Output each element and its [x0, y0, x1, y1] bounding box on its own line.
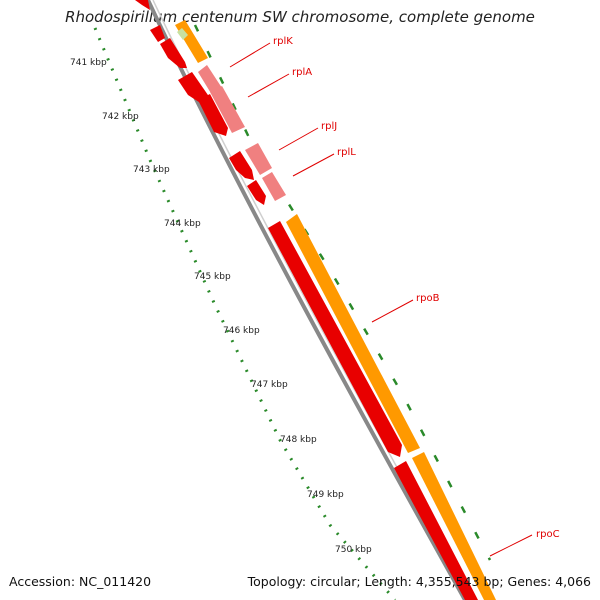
leader-line — [278, 127, 319, 151]
kbp-label: 743 kbp — [133, 165, 170, 175]
leader-line — [489, 534, 533, 557]
gene-label-rplL: rplL — [337, 147, 356, 158]
gene-rplJ — [229, 151, 254, 180]
leader-line — [229, 42, 271, 68]
gene-rplL — [247, 180, 266, 205]
gene-arrow — [150, 25, 165, 42]
gene-label-rplA: rplA — [292, 67, 312, 78]
gene-arrow — [135, 0, 150, 10]
gene-rplL-rna — [262, 172, 286, 201]
gene-rpoB — [268, 221, 402, 457]
gene-rplA-rna — [210, 86, 245, 133]
kbp-label: 748 kbp — [280, 435, 317, 445]
kbp-label: 749 kbp — [307, 490, 344, 500]
kbp-ruler — [93, 27, 397, 600]
gene-arrow-light — [177, 28, 188, 40]
kbp-label: 744 kbp — [164, 219, 201, 229]
kbp-label: 747 kbp — [251, 380, 288, 390]
leader-line — [371, 299, 414, 323]
genome-summary: Topology: circular; Length: 4,355,543 bp… — [247, 574, 591, 589]
leader-line — [292, 153, 335, 177]
gene-label-rpoB: rpoB — [416, 293, 440, 304]
kbp-label: 742 kbp — [102, 112, 139, 122]
gene-label-rplJ: rplJ — [321, 121, 337, 132]
gene-rplK — [160, 38, 187, 68]
gene-rpoC-orange — [412, 452, 496, 600]
gene-rplK-rna — [198, 65, 222, 95]
gene-label-rpoC: rpoC — [536, 529, 560, 540]
gene-rplA — [178, 72, 210, 106]
outer-tick-ruler — [193, 24, 492, 561]
kbp-label: 745 kbp — [194, 272, 231, 282]
accession-text: Accession: NC_011420 — [9, 574, 152, 589]
gene-rpoB-orange — [286, 214, 420, 453]
gene-label-rplK: rplK — [273, 36, 293, 47]
kbp-label: 746 kbp — [223, 326, 260, 336]
leader-line — [247, 73, 290, 98]
kbp-label: 741 kbp — [70, 58, 107, 68]
gene-rpoC — [394, 461, 478, 600]
kbp-label: 750 kbp — [335, 545, 372, 555]
gene-arrow — [198, 94, 228, 136]
gene-rplJ-rna — [245, 143, 272, 175]
